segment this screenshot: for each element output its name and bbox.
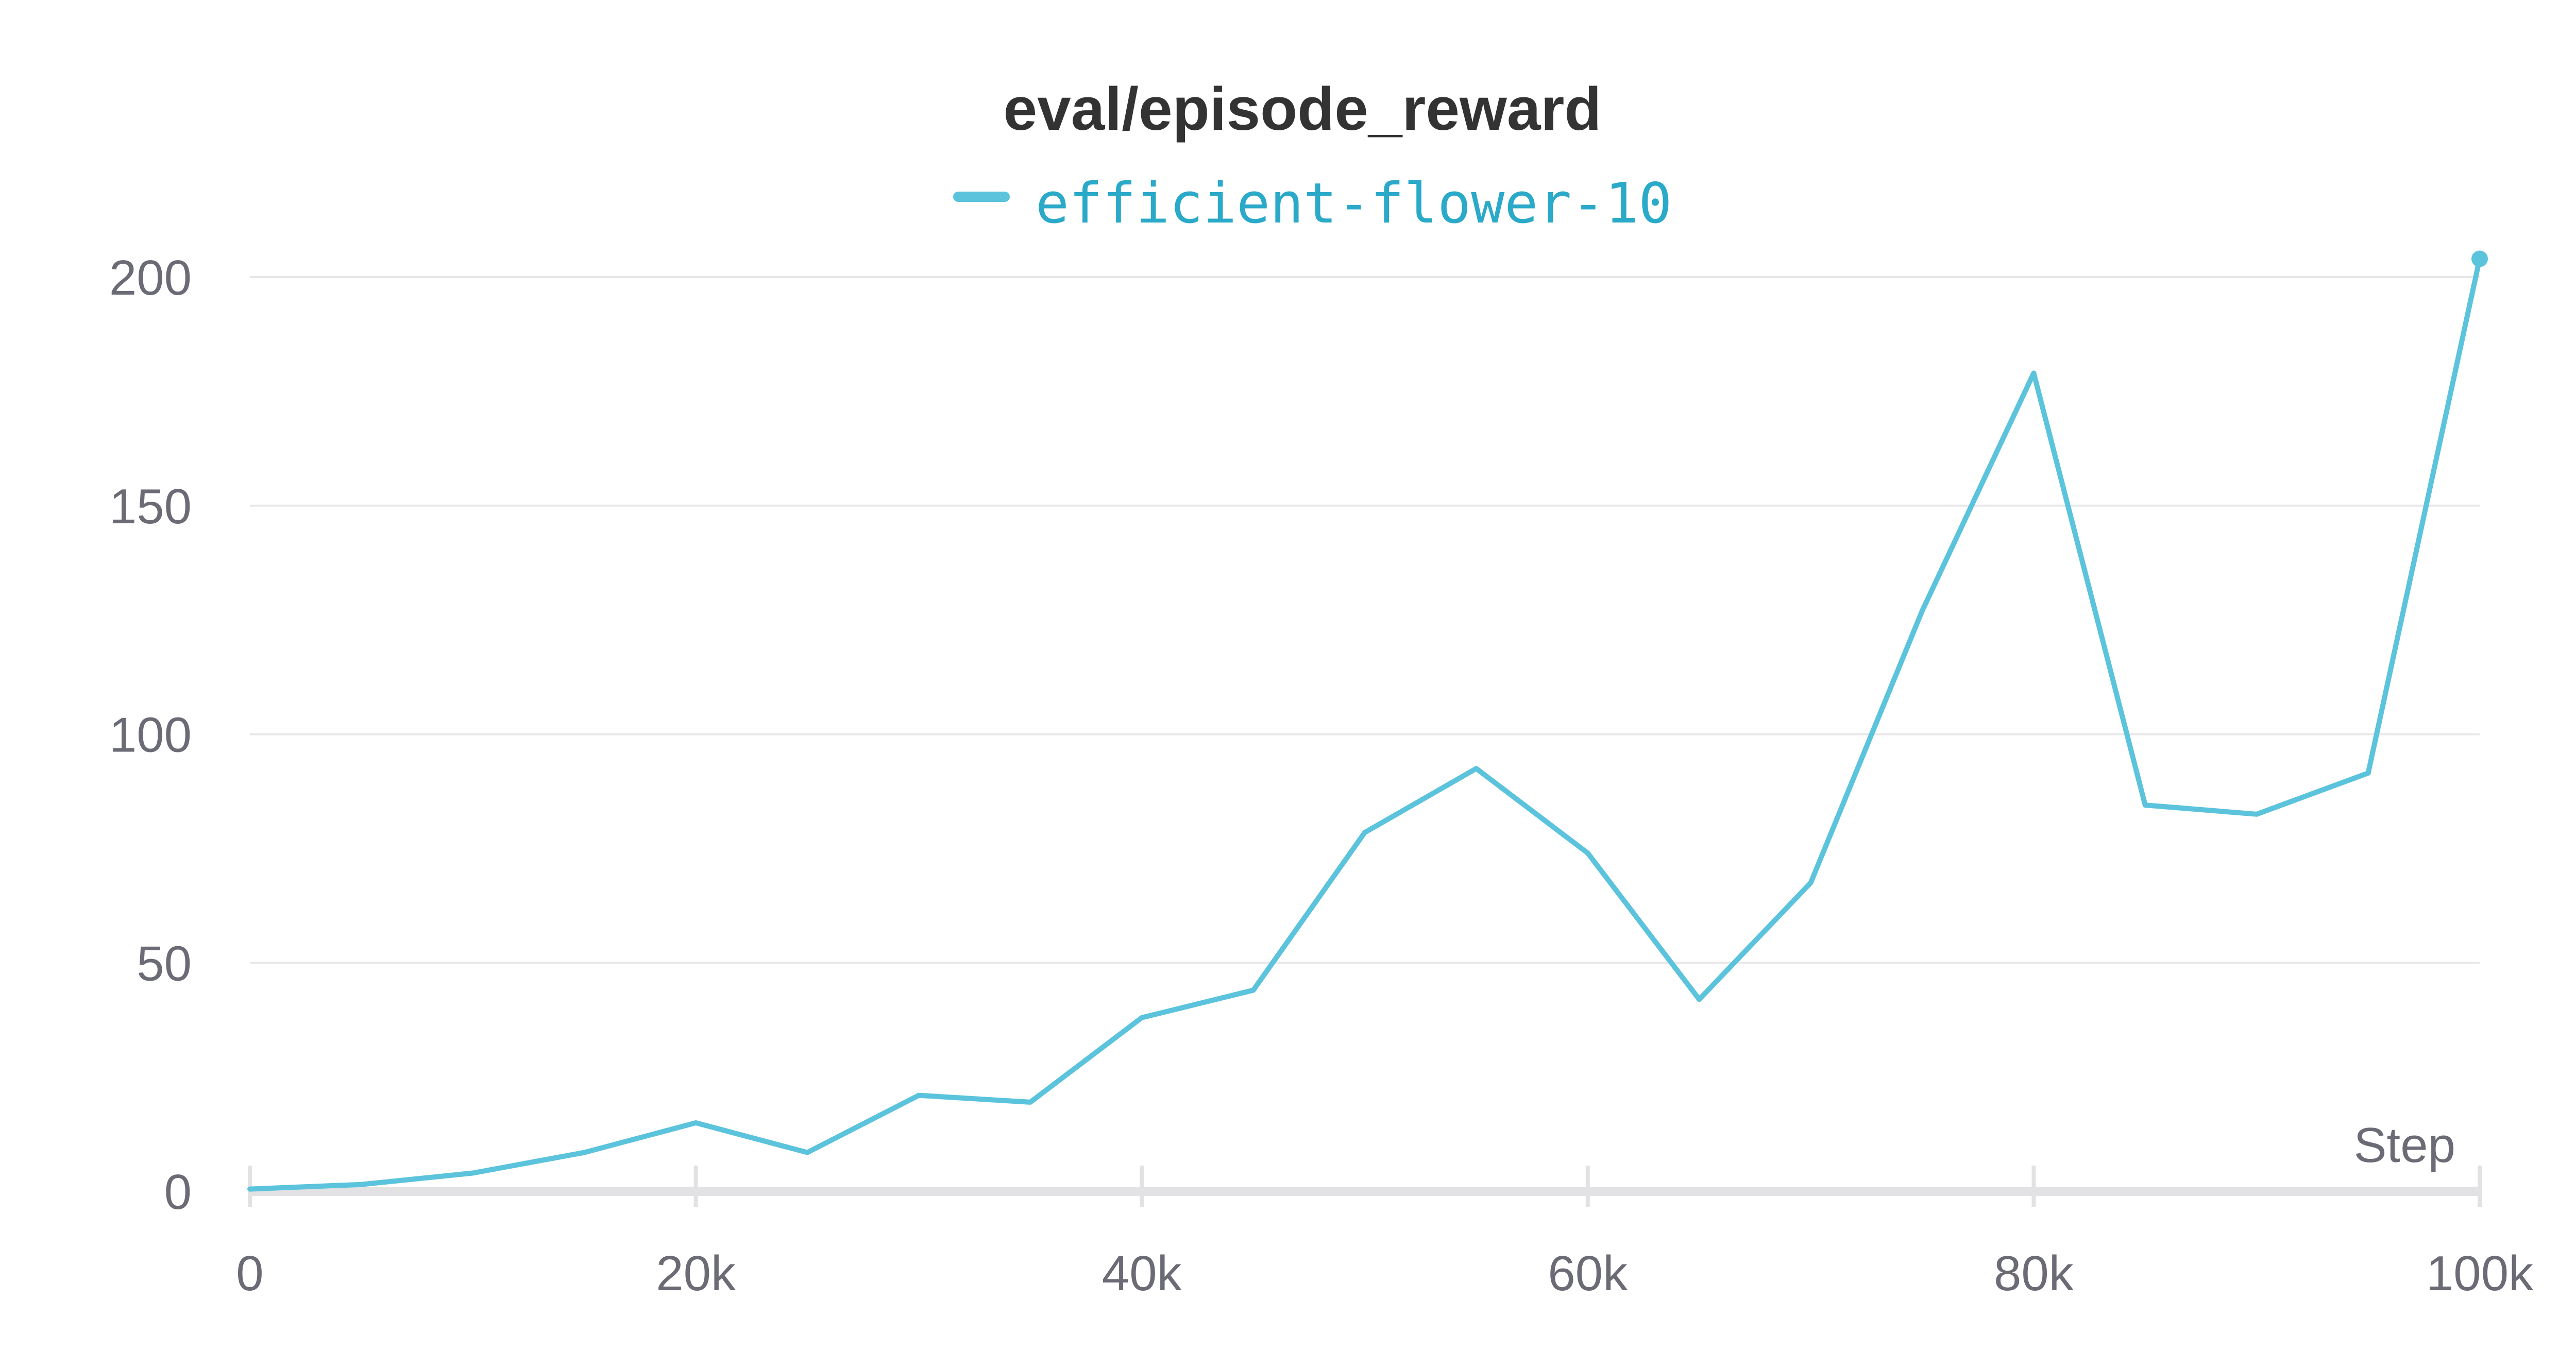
- legend-swatch: [953, 192, 1010, 202]
- x-tick-label: 40k: [1102, 1246, 1182, 1301]
- x-tick-label: 0: [236, 1246, 263, 1301]
- gridlines: [250, 276, 2480, 964]
- x-tick-label: 60k: [1548, 1246, 1628, 1301]
- plot-area[interactable]: [247, 250, 2488, 1192]
- last-point-marker[interactable]: [2471, 250, 2488, 267]
- y-tick-label: 50: [137, 936, 192, 991]
- y-tick-label: 150: [109, 479, 192, 534]
- chart-title: eval/episode_reward: [1004, 75, 1602, 143]
- y-tick-label: 0: [164, 1165, 192, 1220]
- x-tick-label: 80k: [1994, 1246, 2074, 1301]
- y-tick-label: 200: [109, 250, 192, 305]
- x-tick-label: 100k: [2426, 1246, 2534, 1301]
- x-axis-label: Step: [2354, 1118, 2455, 1173]
- y-axis: 0 50 100 150 200: [109, 250, 192, 1220]
- series-line[interactable]: [247, 256, 2482, 1192]
- x-tick-label: 20k: [656, 1246, 736, 1301]
- legend[interactable]: efficient-flower-10: [953, 172, 1672, 236]
- legend-label: efficient-flower-10: [1036, 172, 1672, 236]
- x-axis: 0 20k 40k 60k 80k 100k: [236, 1166, 2534, 1301]
- y-tick-label: 100: [109, 708, 192, 763]
